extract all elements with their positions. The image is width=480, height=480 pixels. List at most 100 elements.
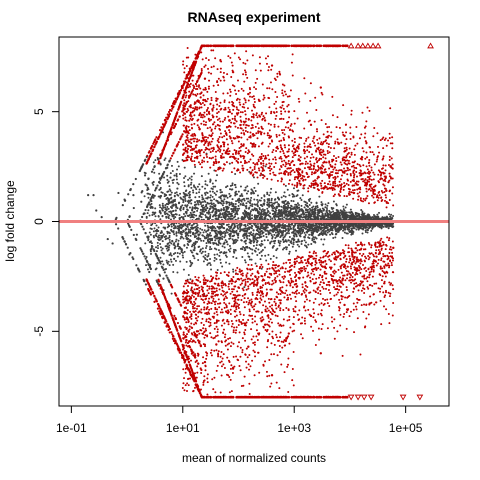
data-point xyxy=(251,208,254,211)
data-point xyxy=(291,286,294,289)
data-point xyxy=(209,245,212,248)
data-point xyxy=(222,194,225,197)
data-point xyxy=(221,235,224,238)
data-point xyxy=(357,217,360,220)
data-point xyxy=(153,165,156,169)
data-point xyxy=(228,212,231,215)
data-point xyxy=(176,193,179,196)
data-point xyxy=(237,217,240,220)
data-point xyxy=(214,179,217,182)
data-point xyxy=(260,223,263,226)
data-point xyxy=(326,231,329,234)
data-point xyxy=(294,232,297,235)
data-point xyxy=(155,187,158,190)
data-point xyxy=(246,227,249,230)
data-point xyxy=(250,188,253,191)
data-point xyxy=(239,194,242,197)
data-point xyxy=(344,214,347,217)
data-point xyxy=(320,238,323,241)
data-point xyxy=(225,194,228,197)
data-point xyxy=(215,258,218,261)
data-point xyxy=(273,198,276,201)
data-point xyxy=(165,247,168,250)
data-point xyxy=(169,197,172,200)
data-point xyxy=(204,214,207,217)
data-point xyxy=(272,244,275,247)
data-point xyxy=(336,213,339,216)
data-point xyxy=(362,311,365,314)
data-point xyxy=(278,242,281,245)
data-point xyxy=(225,186,228,189)
data-point xyxy=(287,204,290,207)
data-point xyxy=(282,195,285,198)
data-point xyxy=(152,196,155,199)
data-point xyxy=(173,242,176,245)
data-point xyxy=(256,203,259,205)
data-point xyxy=(216,190,218,193)
data-point xyxy=(148,265,151,269)
data-point xyxy=(231,182,234,185)
data-point xyxy=(266,267,269,270)
data-point xyxy=(343,167,346,170)
data-point xyxy=(270,187,273,190)
data-point xyxy=(343,226,346,229)
data-point xyxy=(318,233,321,236)
data-point xyxy=(236,213,239,216)
data-point xyxy=(363,212,366,215)
data-point xyxy=(170,228,173,231)
data-point xyxy=(228,237,231,240)
data-point xyxy=(264,165,267,168)
data-point xyxy=(292,187,295,190)
data-point xyxy=(186,225,189,228)
data-point xyxy=(322,243,325,246)
data-point xyxy=(187,96,191,99)
data-point xyxy=(149,293,152,296)
data-point xyxy=(176,297,179,300)
data-point xyxy=(278,198,281,201)
data-point xyxy=(278,387,281,390)
data-point xyxy=(201,198,204,201)
data-point xyxy=(169,172,172,175)
data-point xyxy=(171,204,174,207)
data-point xyxy=(220,251,223,254)
data-point xyxy=(338,227,341,230)
data-point xyxy=(326,327,329,330)
data-point xyxy=(248,246,251,249)
data-point xyxy=(210,275,213,278)
data-point xyxy=(227,248,230,251)
data-point xyxy=(204,187,207,190)
data-point xyxy=(147,238,150,241)
data-point xyxy=(200,216,203,219)
data-point xyxy=(220,216,223,219)
data-point xyxy=(282,100,285,103)
data-point xyxy=(150,202,153,205)
data-point xyxy=(291,215,294,218)
data-point xyxy=(185,94,188,97)
data-point xyxy=(201,247,204,250)
data-point xyxy=(197,217,200,220)
data-point xyxy=(232,255,235,258)
data-point xyxy=(189,216,192,219)
data-point xyxy=(316,138,319,141)
data-point xyxy=(193,244,196,247)
data-point xyxy=(207,252,210,255)
data-point xyxy=(300,240,303,243)
data-point xyxy=(254,250,257,253)
data-point xyxy=(168,236,171,239)
data-point xyxy=(188,196,191,199)
data-point xyxy=(316,218,319,221)
data-point xyxy=(225,207,228,210)
data-point xyxy=(267,230,270,233)
data-point xyxy=(216,112,219,115)
data-point xyxy=(219,236,222,239)
data-point xyxy=(245,204,248,207)
data-point xyxy=(209,178,212,181)
data-point xyxy=(243,210,246,213)
data-point xyxy=(357,228,360,231)
data-point xyxy=(227,215,230,218)
data-point xyxy=(189,230,192,233)
data-point xyxy=(235,200,238,203)
data-point xyxy=(163,176,166,179)
data-point xyxy=(149,250,152,253)
data-point xyxy=(303,231,306,234)
